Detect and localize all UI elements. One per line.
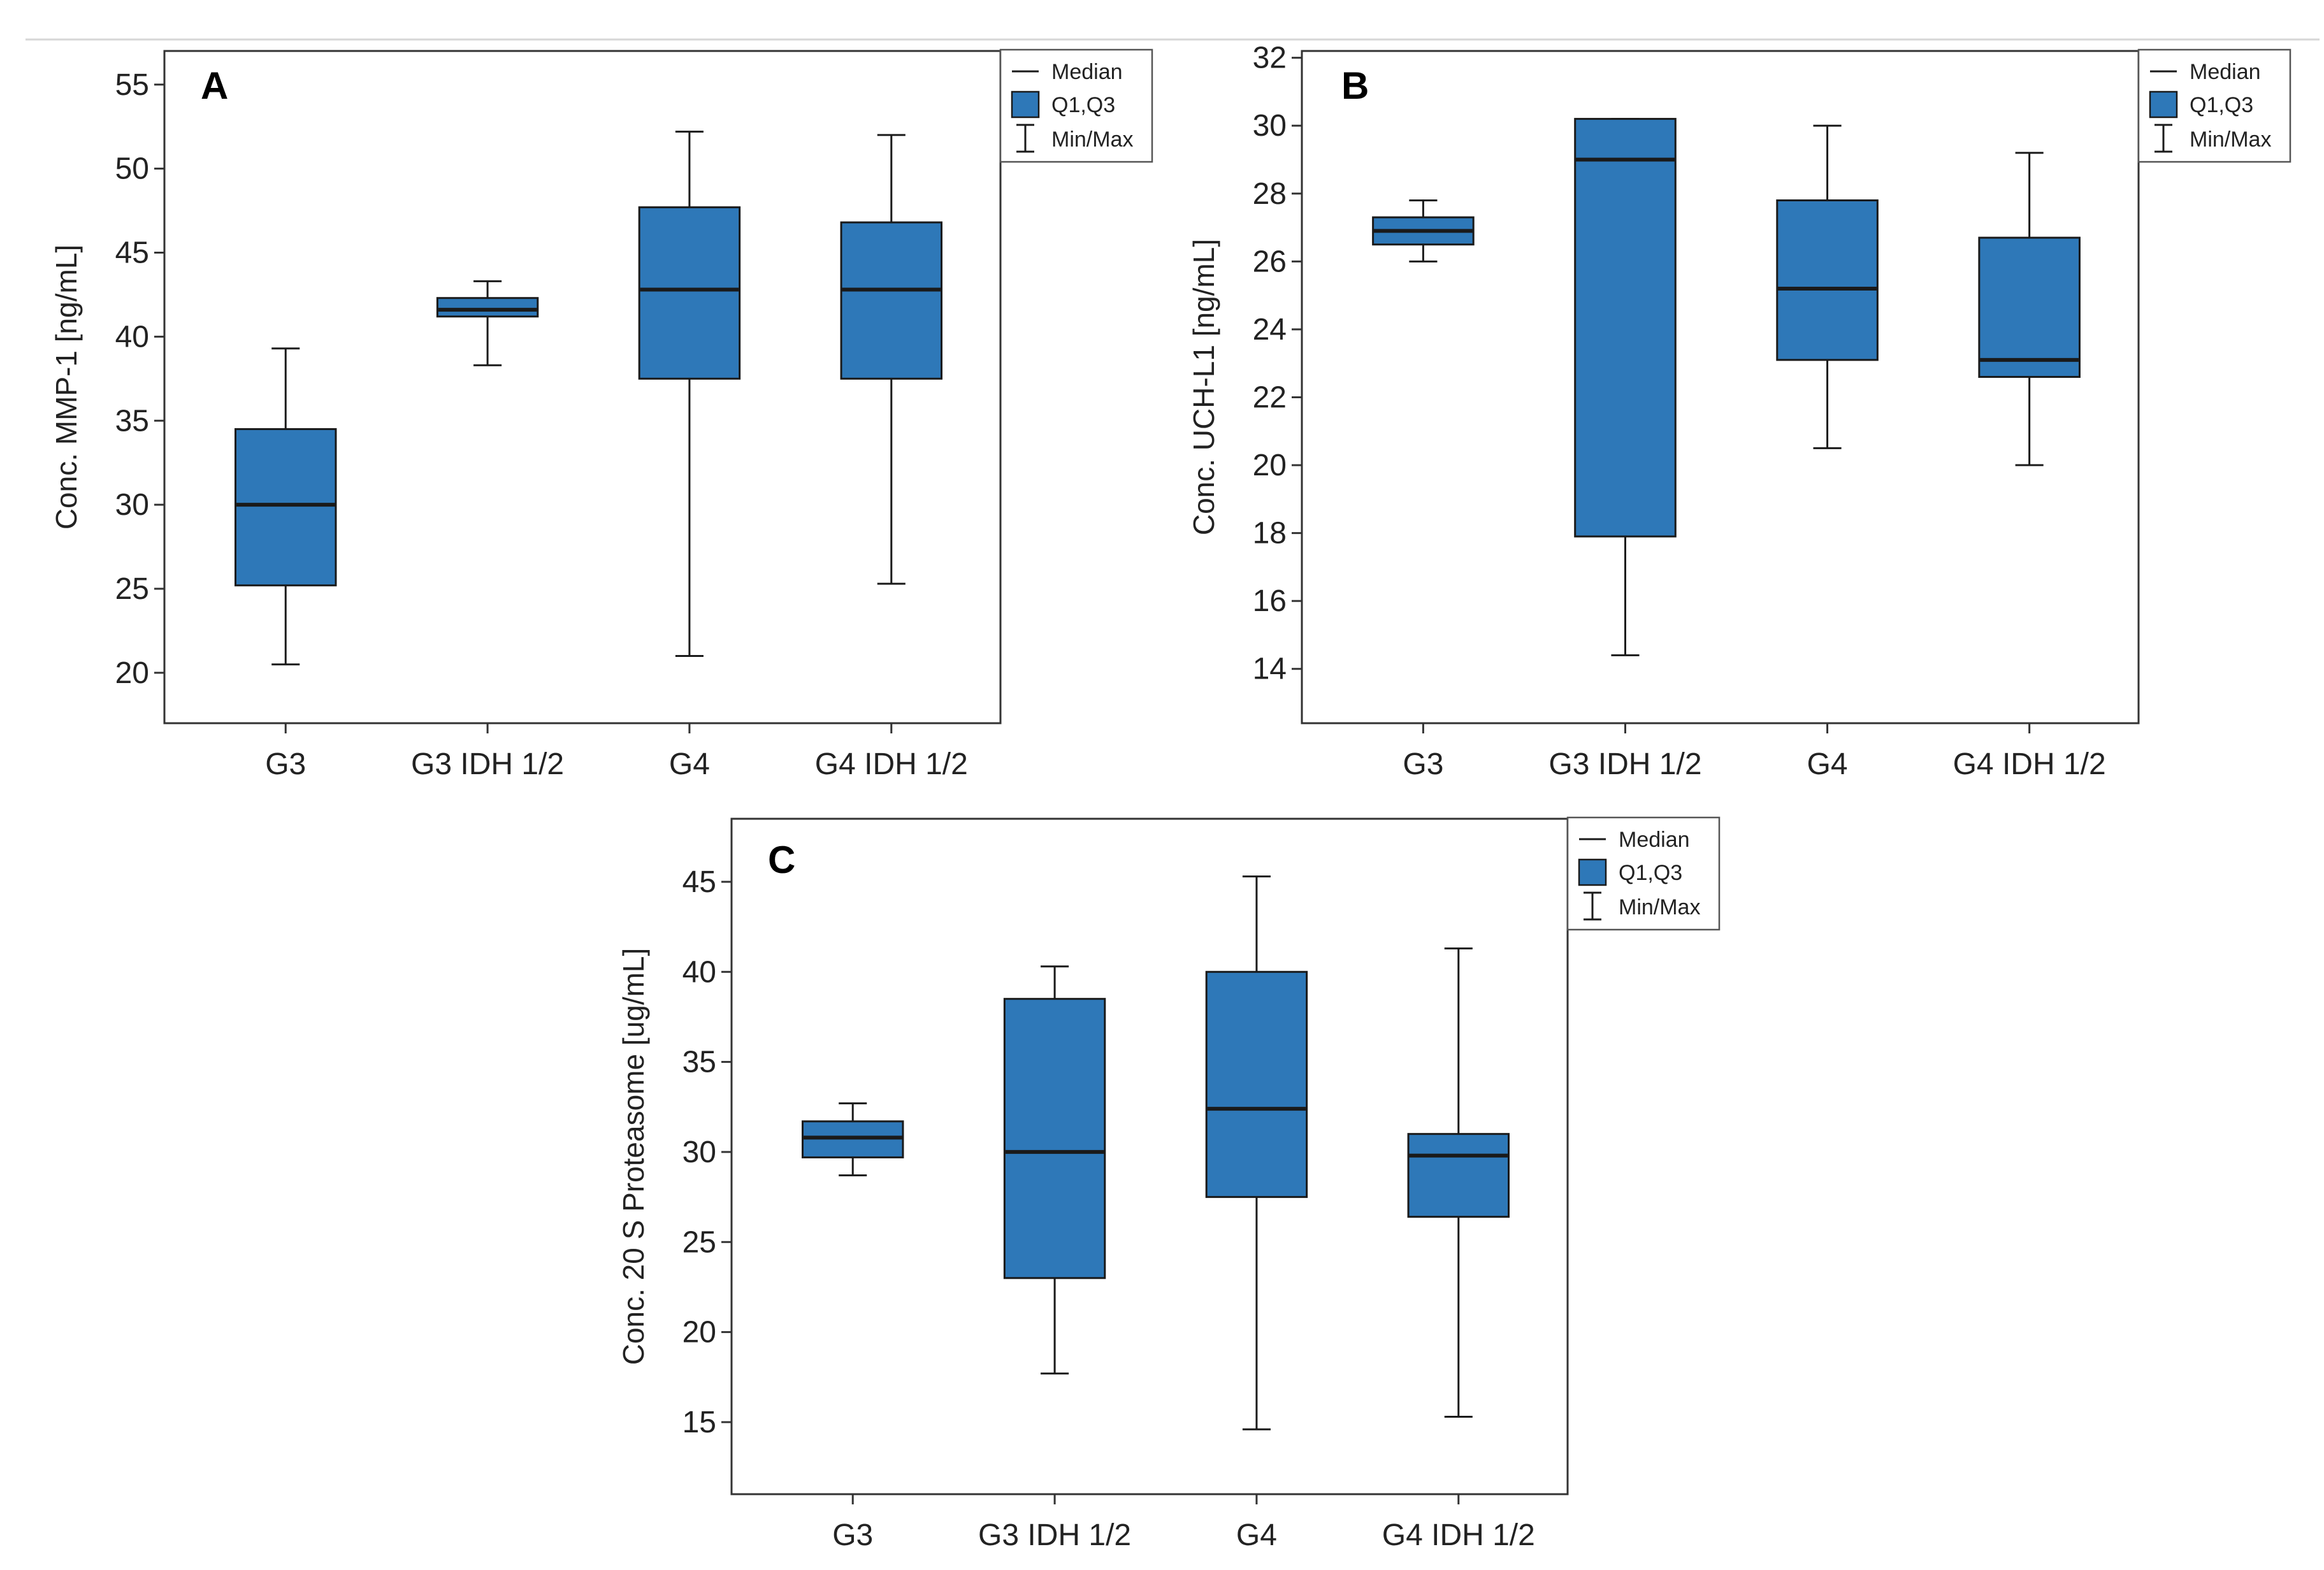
legend-box-swatch xyxy=(1578,858,1607,886)
legend-box-swatch xyxy=(1011,90,1040,119)
y-tick-label: 50 xyxy=(115,152,149,186)
legend-box-swatch xyxy=(2149,90,2178,119)
panel-c: 15 20 25 30 35 40 45 Conc. 20 S Proteasome [ug/… xyxy=(617,816,1721,1552)
legend-quartiles-label: Q1,Q3 xyxy=(1619,861,1682,885)
y-tick-label: 20 xyxy=(682,1316,716,1350)
y-tick-label: 35 xyxy=(115,404,149,438)
y-tick-label: 26 xyxy=(1253,245,1287,278)
y-axis-label: Conc. MMP-1 [ng/mL] xyxy=(50,245,83,529)
x-tick-label: G4 xyxy=(1807,747,1848,781)
y-tick-label: 15 xyxy=(682,1406,716,1439)
legend-median-label: Median xyxy=(1051,60,1123,84)
box-2 xyxy=(1574,118,1677,656)
panel-letter: B xyxy=(1341,64,1369,107)
x-tick-label: G3 xyxy=(265,747,306,781)
box-2 xyxy=(1003,965,1106,1375)
y-tick-label: 16 xyxy=(1253,584,1287,618)
y-tick-label: 30 xyxy=(682,1135,716,1169)
iqr-box xyxy=(1978,236,2081,378)
panel-letter: C xyxy=(768,839,795,881)
iqr-box xyxy=(1776,199,1879,361)
legend-median-label: Median xyxy=(1619,828,1690,852)
y-tick-label: 20 xyxy=(115,656,149,690)
y-tick-label: 22 xyxy=(1253,380,1287,414)
x-tick-label: G3 xyxy=(1403,747,1443,781)
y-tick-label: 20 xyxy=(1253,449,1287,482)
legend-minmax-label: Min/Max xyxy=(1051,127,1133,152)
iqr-box xyxy=(1003,998,1106,1279)
y-tick-label: 35 xyxy=(682,1046,716,1079)
legend: Median Q1,Q3 Min/Max xyxy=(2137,48,2292,163)
iqr-box xyxy=(235,428,337,587)
legend-quartiles-label: Q1,Q3 xyxy=(2190,93,2253,117)
iqr-box xyxy=(638,206,741,380)
y-tick-label: 32 xyxy=(1253,41,1287,75)
y-tick-label: 45 xyxy=(115,236,149,270)
legend-quartiles-label: Q1,Q3 xyxy=(1051,93,1115,117)
plot-frame xyxy=(1301,50,2140,724)
y-tick-label: 40 xyxy=(682,955,716,989)
panel-letter: A xyxy=(201,64,228,107)
box-3 xyxy=(638,131,741,657)
x-tick-label: G4 IDH 1/2 xyxy=(1953,747,2106,781)
panel-a: 20 25 30 35 40 45 50 55 Conc. MMP-1 [ng/mL] G3 G3 … xyxy=(50,48,1153,781)
panel-b: 14 16 18 20 22 24 26 28 30 32 Conc. UCH-L1 [ng/mL]… xyxy=(1187,41,2292,781)
y-tick-label: 28 xyxy=(1253,177,1287,211)
y-tick-label: 18 xyxy=(1253,517,1287,551)
legend: Median Q1,Q3 Min/Max xyxy=(1566,816,1721,931)
iqr-box xyxy=(1205,970,1308,1199)
box-1 xyxy=(1372,199,1475,263)
y-tick-label: 45 xyxy=(682,865,716,899)
y-tick-label: 14 xyxy=(1253,652,1287,686)
box-4 xyxy=(1407,947,1510,1418)
y-tick-label: 40 xyxy=(115,320,149,354)
panels: 20 25 30 35 40 45 50 55 Conc. MMP-1 [ng/mL] G3 G3 … xyxy=(50,41,2292,1552)
x-tick-label: G3 IDH 1/2 xyxy=(978,1518,1131,1552)
legend: Median Q1,Q3 Min/Max xyxy=(999,48,1153,163)
y-tick-label: 30 xyxy=(1253,109,1287,143)
box-4 xyxy=(840,134,943,585)
x-tick-label: G4 xyxy=(1236,1518,1277,1552)
box-3 xyxy=(1776,124,1879,449)
x-tick-label: G3 IDH 1/2 xyxy=(1548,747,1701,781)
legend-median-label: Median xyxy=(2190,60,2261,84)
box-3 xyxy=(1205,875,1308,1430)
x-tick-label: G3 xyxy=(832,1518,873,1552)
x-tick-label: G4 IDH 1/2 xyxy=(1382,1518,1535,1552)
y-axis-label: Conc. UCH-L1 [ng/mL] xyxy=(1187,239,1220,535)
y-tick-label: 25 xyxy=(115,572,149,606)
legend-minmax-label: Min/Max xyxy=(2190,127,2271,152)
y-tick-label: 25 xyxy=(682,1225,716,1259)
y-tick-label: 30 xyxy=(115,488,149,522)
x-tick-label: G3 IDH 1/2 xyxy=(411,747,564,781)
y-tick-label: 24 xyxy=(1253,313,1287,347)
y-axis-label: Conc. 20 S Proteasome [ug/mL] xyxy=(617,948,650,1365)
legend-minmax-label: Min/Max xyxy=(1619,895,1700,919)
iqr-box xyxy=(436,297,539,318)
box-1 xyxy=(802,1102,904,1177)
x-tick-label: G4 IDH 1/2 xyxy=(815,747,968,781)
y-tick-label: 55 xyxy=(115,68,149,102)
box-2 xyxy=(436,280,539,366)
x-tick-label: G4 xyxy=(669,747,710,781)
box-4 xyxy=(1978,152,2081,466)
box-1 xyxy=(235,347,337,666)
plot-frame xyxy=(163,50,1002,724)
iqr-box xyxy=(840,221,943,380)
iqr-box xyxy=(1574,118,1677,538)
iqr-box xyxy=(1407,1133,1510,1218)
